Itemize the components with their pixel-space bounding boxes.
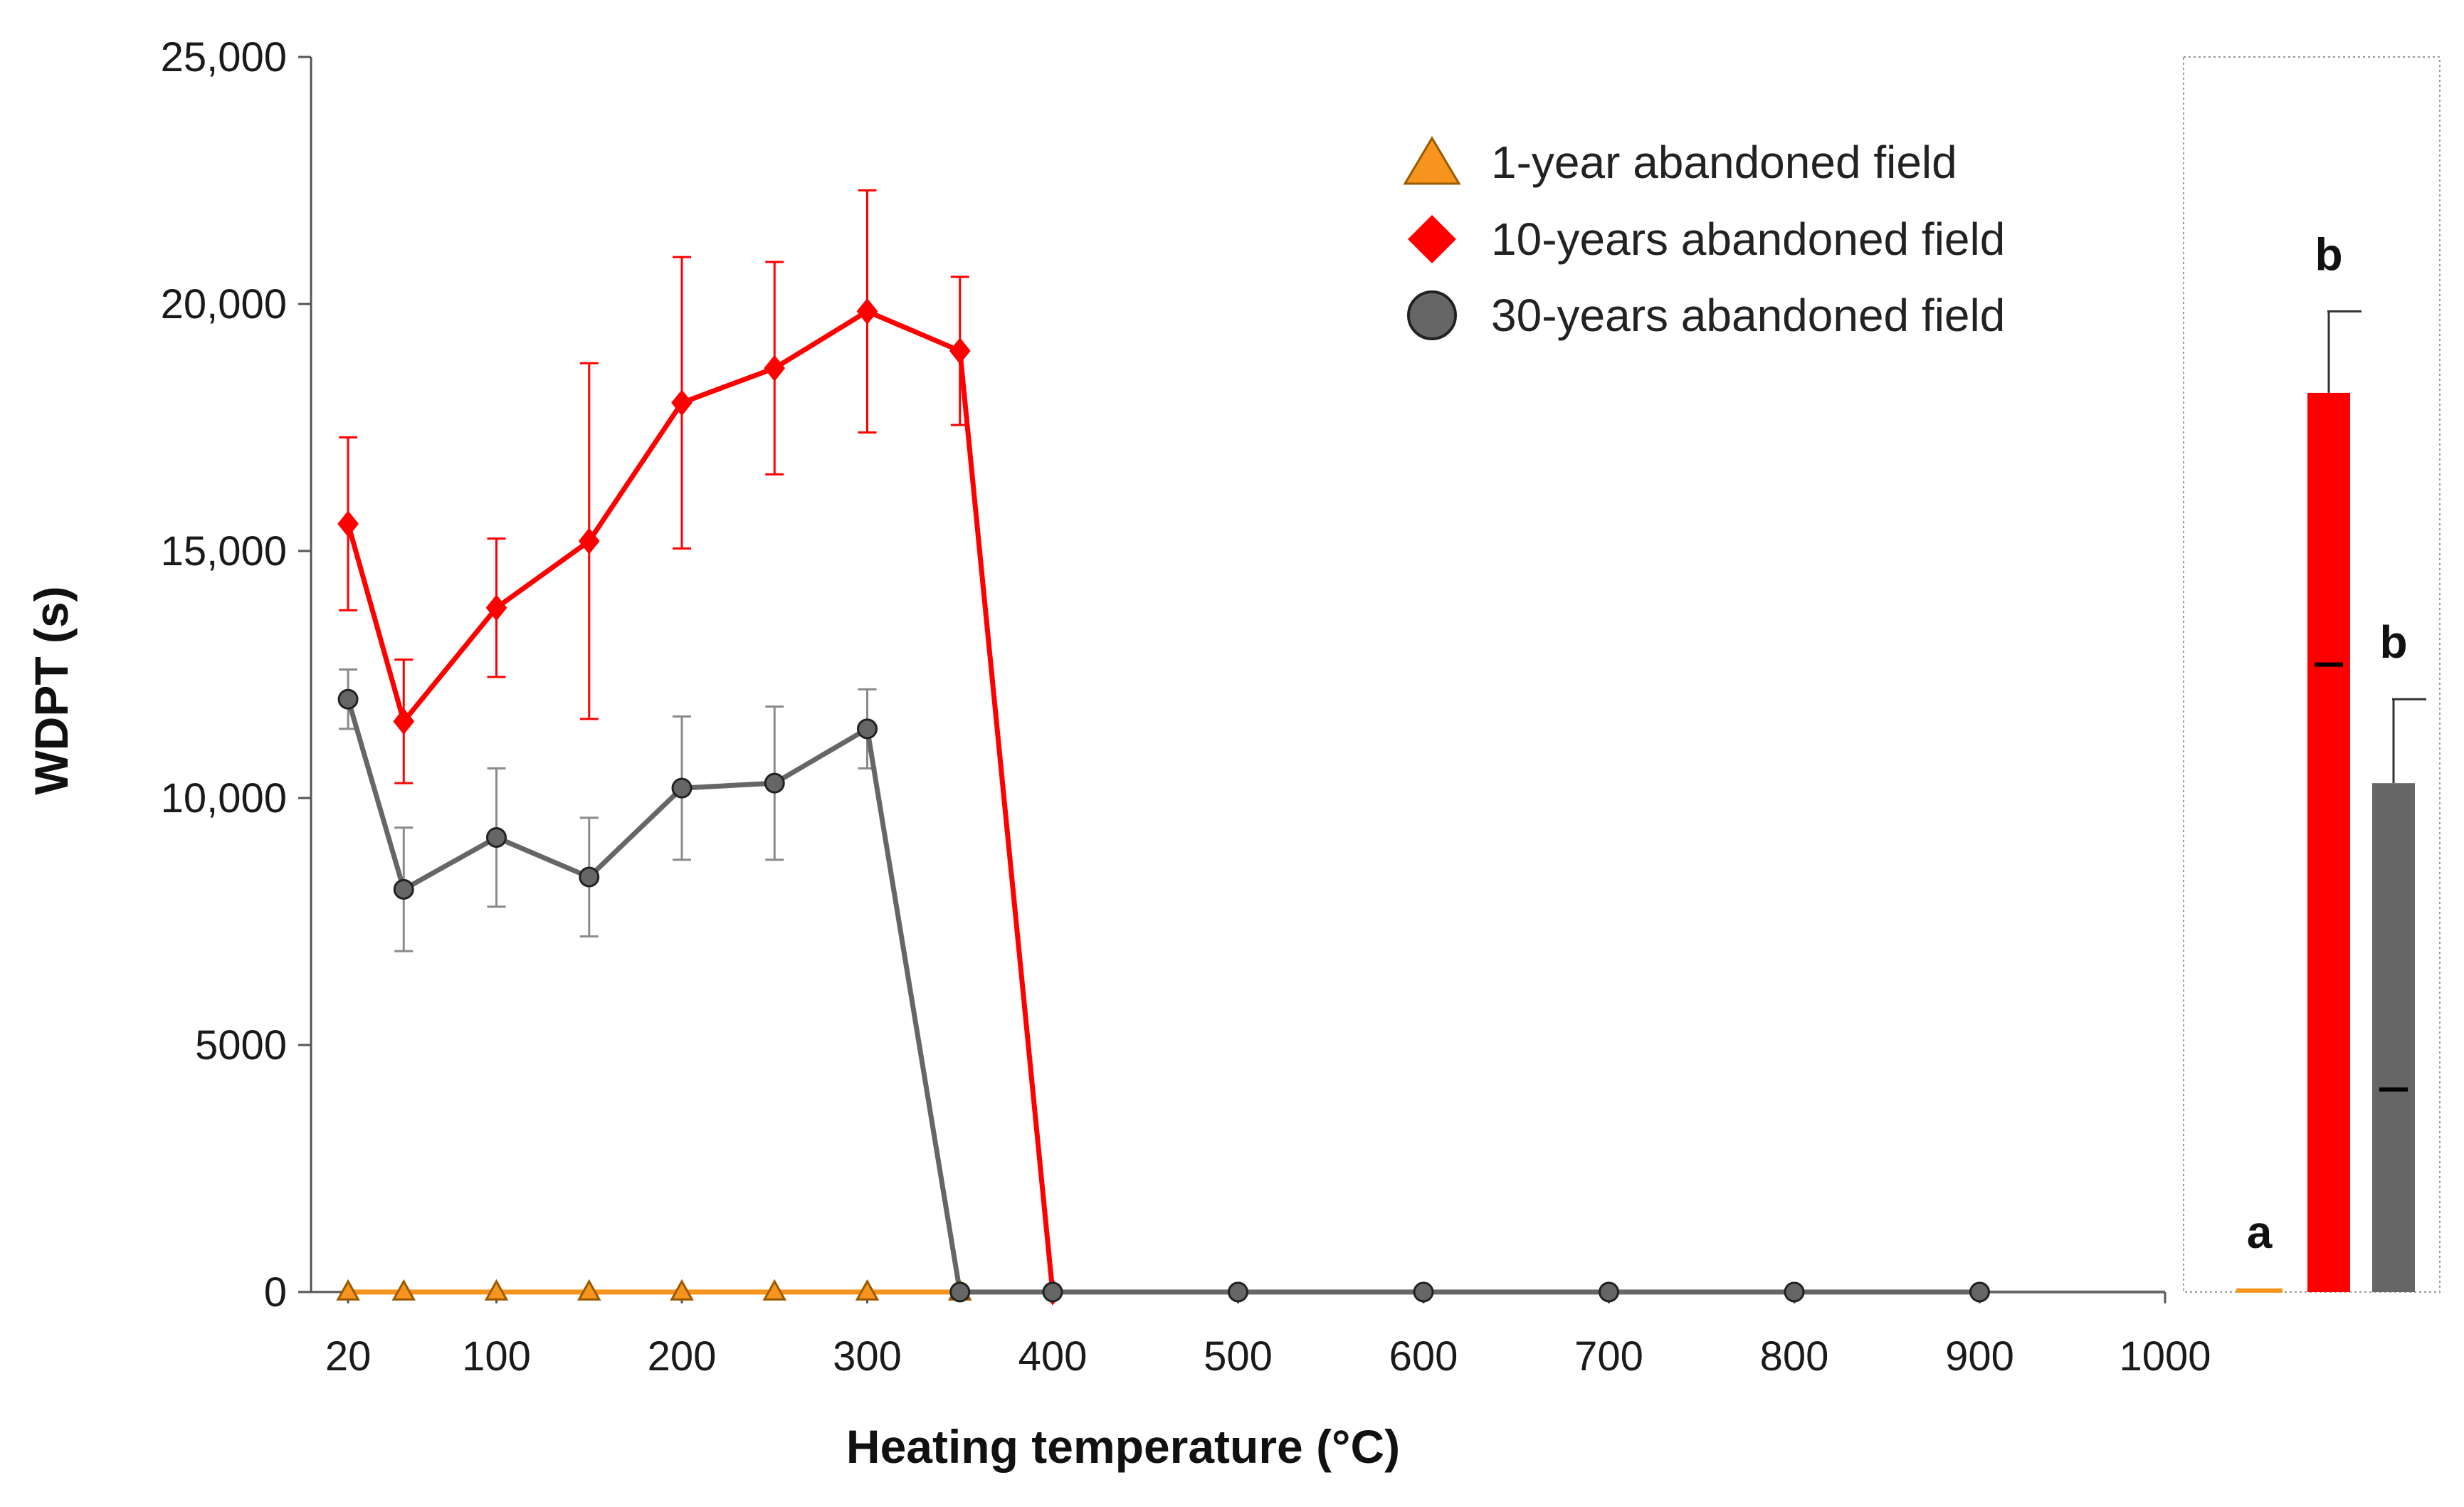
diamond-marker [393, 708, 415, 735]
y-tick-label: 25,000 [161, 34, 287, 80]
x-tick-label: 900 [1945, 1333, 2014, 1380]
triangle-marker [855, 1278, 880, 1301]
circle-marker [1784, 1281, 1805, 1303]
y-axis-title: WDPT (s) [25, 586, 78, 794]
x-tick-label: 500 [1204, 1333, 1273, 1380]
y-tick-label: 10,000 [161, 775, 287, 821]
triangle-marker [576, 1278, 601, 1301]
triangle-marker [391, 1278, 416, 1301]
circle-marker [393, 878, 414, 900]
circle-marker [1599, 1281, 1619, 1303]
legend-label: 30-years abandoned field [1491, 290, 2005, 341]
triangle-marker [762, 1278, 787, 1301]
circle-marker [949, 1281, 971, 1303]
legend-label: 10-years abandoned field [1491, 214, 2005, 265]
diamond-marker [949, 337, 971, 364]
series-lines [345, 308, 2165, 1295]
x-tick-label: 600 [1389, 1333, 1458, 1380]
diamond-marker [671, 389, 693, 416]
summary-bar [2307, 392, 2350, 1293]
diamond-marker [856, 298, 878, 325]
circle-marker [1042, 1281, 1063, 1303]
legend-circle-icon [1407, 290, 1457, 340]
triangle-marker [336, 1278, 360, 1301]
legend: 1-year abandoned field 10-years abandoned… [1403, 136, 2005, 341]
triangle-marker [670, 1278, 694, 1301]
circle-marker [857, 718, 878, 740]
x-axis-title: Heating temperature (°C) [846, 1420, 1400, 1473]
x-tick-label: 20 [325, 1333, 372, 1380]
circle-marker [764, 772, 785, 794]
significance-label: b [2315, 229, 2342, 280]
series-line [345, 698, 1980, 1295]
circle-marker [1969, 1281, 1990, 1303]
circle-marker [579, 866, 600, 888]
diamond-marker [578, 527, 600, 555]
legend-label: 1-year abandoned field [1491, 137, 1957, 188]
data-points [336, 298, 1990, 1306]
diamond-marker [764, 355, 786, 382]
summary-bar-panel: a b b [2183, 56, 2441, 1293]
x-tick-label: 100 [462, 1333, 531, 1380]
x-tick-label: 800 [1760, 1333, 1829, 1380]
circle-marker [1228, 1281, 1248, 1303]
diamond-marker [337, 510, 359, 537]
series-line [345, 308, 1055, 1293]
circle-marker [486, 827, 507, 849]
legend-diamond-icon [1408, 215, 1456, 263]
y-tick-label: 5000 [195, 1022, 287, 1068]
circle-marker [671, 777, 693, 799]
x-tick-label: 400 [1018, 1333, 1088, 1380]
tick-labels: 0 5000 10,000 15,000 20,000 25,000 20 100 200 300… [161, 34, 2211, 1380]
y-tick-label: 20,000 [161, 281, 287, 327]
triangle-marker [484, 1278, 509, 1301]
x-tick-label: 1000 [2119, 1333, 2211, 1380]
error-bars [339, 189, 969, 952]
x-tick-label: 200 [648, 1333, 717, 1380]
y-tick-label: 15,000 [161, 528, 287, 574]
y-tick-label: 0 [264, 1269, 287, 1316]
x-tick-label: 300 [833, 1333, 902, 1380]
significance-label: a [2247, 1207, 2273, 1258]
diamond-marker [485, 594, 507, 621]
circle-marker [337, 688, 359, 710]
significance-label: b [2379, 616, 2407, 668]
circle-marker [1413, 1281, 1434, 1303]
legend-triangle-icon [1403, 136, 1461, 185]
summary-bar [2372, 783, 2415, 1292]
x-tick-label: 700 [1574, 1333, 1643, 1380]
